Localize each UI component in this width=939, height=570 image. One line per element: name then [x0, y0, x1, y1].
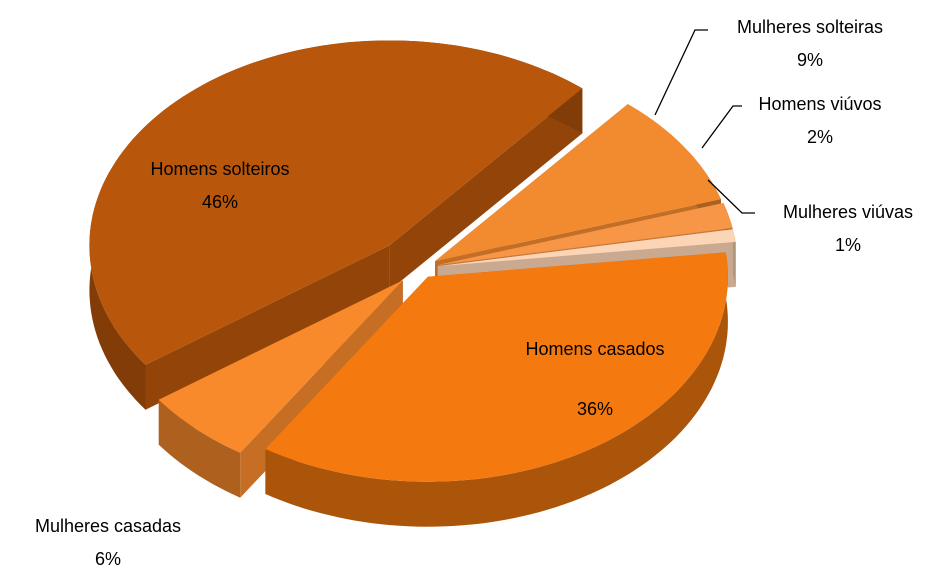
slice-side: [265, 252, 728, 527]
slice: [437, 203, 733, 265]
slice-label: Mulheres viúvas: [783, 202, 913, 222]
slice-value-label: 6%: [95, 549, 121, 569]
slice: [158, 280, 403, 453]
slice: [265, 252, 728, 482]
slice-tops: [89, 40, 736, 482]
slice-value-label: 36%: [577, 399, 613, 419]
slice-label: Homens solteiros: [150, 159, 289, 179]
slice-label: Mulheres solteiras: [737, 17, 883, 37]
slice-value-label: 2%: [807, 127, 833, 147]
slice: [89, 40, 583, 365]
leader-line: [707, 179, 755, 214]
slice-side: [158, 399, 241, 498]
leader-line: [701, 105, 742, 149]
slice-edge: [389, 88, 583, 291]
slice-side: [732, 229, 736, 287]
leader-line: [654, 29, 708, 116]
slice-edge: [145, 245, 390, 410]
slice-label: Homens casados: [525, 339, 664, 359]
slice-label: Homens viúvos: [758, 94, 881, 114]
slice: [435, 104, 721, 262]
slice: [437, 229, 736, 267]
slice-value-label: 1%: [835, 235, 861, 255]
slice-label: Mulheres casadas: [35, 516, 181, 536]
slice-value-label: 46%: [202, 192, 238, 212]
slice-value-label: 9%: [797, 50, 823, 70]
